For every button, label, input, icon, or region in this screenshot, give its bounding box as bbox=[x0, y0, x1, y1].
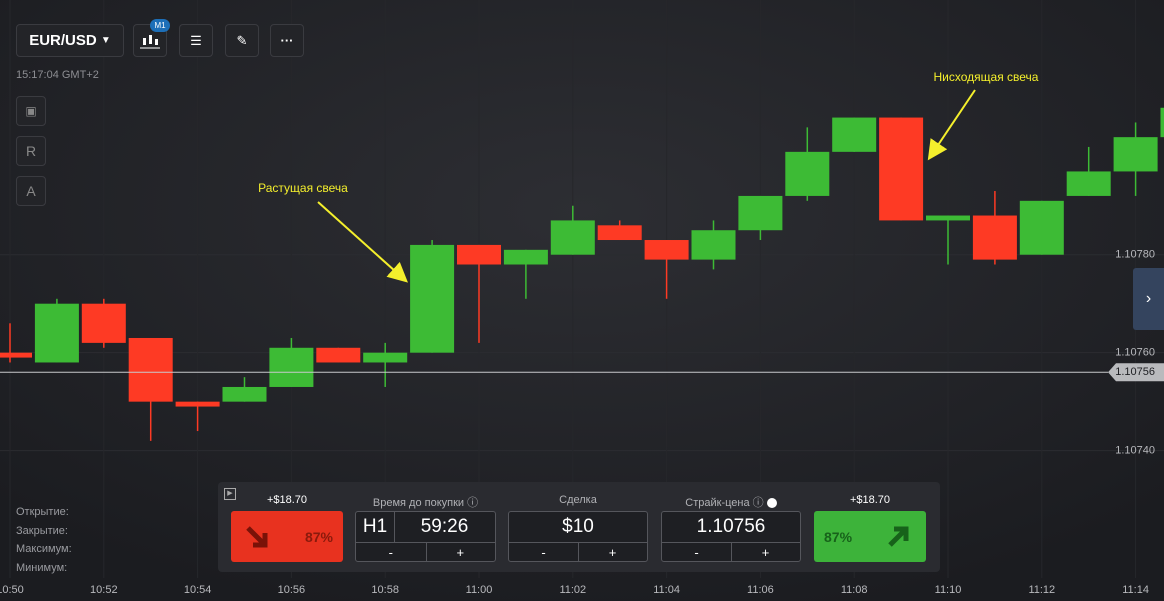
ohlc-label: Закрытие: bbox=[16, 524, 68, 537]
candle-body bbox=[457, 244, 501, 265]
timeframe-badge: M1 bbox=[150, 19, 170, 32]
candle-body bbox=[34, 303, 79, 363]
ohlc-label: Открытие: bbox=[16, 506, 69, 518]
candle-body bbox=[410, 244, 455, 353]
strike-value: 1.10756 bbox=[662, 512, 800, 543]
annotation-arrow bbox=[317, 201, 408, 283]
candle-body bbox=[1019, 200, 1064, 255]
annotation: Растущая свеча bbox=[258, 181, 348, 195]
candle-body bbox=[832, 117, 877, 152]
amount-value: $10 bbox=[509, 512, 647, 543]
time-value: 59:26 bbox=[420, 516, 469, 537]
x-tick-label: 11:12 bbox=[1028, 584, 1055, 596]
y-tick-label: 1.10740 bbox=[1115, 445, 1155, 457]
y-tick-label: 1.10780 bbox=[1115, 249, 1155, 261]
ohlc-legend: Открытие: Закрытие: Максимум: Минимум: bbox=[16, 503, 72, 577]
annotation: Нисходящая свеча bbox=[934, 70, 1039, 84]
time-label: Время до покупки ⓘ bbox=[372, 497, 479, 509]
candle-body bbox=[222, 386, 267, 402]
settings-button[interactable]: ☰ bbox=[179, 24, 213, 57]
up-arrow-icon bbox=[888, 526, 909, 547]
time-unit: H1 bbox=[356, 512, 395, 542]
candle-body bbox=[1113, 137, 1158, 172]
panel-toggle[interactable]: ▶ bbox=[224, 488, 236, 500]
strike-label: Страйк-цена ⓘ bbox=[661, 494, 801, 510]
candle-body bbox=[597, 225, 642, 241]
trade-panel: ▶ +$18.70 87% Время до покупки ⓘ H1 59:26… bbox=[218, 482, 940, 572]
gift-button[interactable]: ▣ bbox=[16, 96, 46, 126]
x-tick-label: 10:58 bbox=[371, 584, 399, 596]
x-tick-label: 10:50 bbox=[0, 584, 24, 596]
y-tick-label: 1.10760 bbox=[1115, 347, 1155, 359]
candle-body bbox=[1066, 171, 1111, 196]
amount-input[interactable]: $10 - + bbox=[508, 511, 648, 562]
candle-icon bbox=[140, 34, 160, 48]
strike-caption: Страйк-цена bbox=[685, 497, 750, 509]
candle-body bbox=[691, 230, 736, 260]
expand-panel-button[interactable]: › bbox=[1133, 268, 1164, 330]
symbol-selector[interactable]: EUR/USD ▼ bbox=[16, 24, 124, 57]
candle-body bbox=[269, 347, 314, 387]
candle-body bbox=[972, 215, 1017, 260]
ohlc-label: Минимум: bbox=[16, 561, 68, 574]
time-caption: Время до покупки bbox=[372, 497, 465, 509]
amount-plus[interactable]: + bbox=[608, 545, 617, 560]
strike-plus[interactable]: + bbox=[761, 545, 770, 560]
down-button[interactable]: 87% bbox=[231, 511, 343, 562]
candle-body bbox=[550, 220, 595, 255]
x-tick-label: 10:56 bbox=[278, 584, 306, 596]
clock: 15:17:04 GMT+2 bbox=[16, 69, 99, 81]
time-minus[interactable]: - bbox=[356, 543, 427, 562]
time-plus[interactable]: + bbox=[456, 545, 465, 560]
x-tick-label: 11:10 bbox=[935, 584, 962, 596]
current-price-label: 1.10756 bbox=[1115, 366, 1155, 378]
candle-body bbox=[926, 215, 970, 221]
x-tick-label: 11:02 bbox=[559, 584, 586, 596]
candle-body bbox=[175, 401, 220, 407]
side-button[interactable]: A bbox=[16, 176, 46, 206]
candle-body bbox=[128, 337, 173, 402]
more-button[interactable]: ··· bbox=[270, 24, 304, 57]
up-profit: +$18.70 bbox=[849, 494, 891, 506]
side-button[interactable]: R bbox=[16, 136, 46, 166]
candle-body bbox=[81, 303, 126, 343]
ohlc-label: Максимум: bbox=[16, 543, 72, 555]
candle-body bbox=[738, 195, 783, 231]
symbol: EUR/USD bbox=[29, 32, 97, 49]
time-row: H1 59:26 bbox=[356, 512, 495, 543]
candle-body bbox=[879, 117, 924, 221]
current-price-tag bbox=[1108, 363, 1164, 382]
down-profit: +$18.70 bbox=[266, 494, 308, 506]
candle-body bbox=[785, 151, 830, 196]
time-input[interactable]: H1 59:26 - + bbox=[355, 511, 496, 562]
x-tick-label: 10:52 bbox=[90, 584, 118, 596]
amount-label: Сделка bbox=[559, 494, 597, 506]
x-tick-label: 10:54 bbox=[184, 584, 212, 596]
x-tick-label: 11:04 bbox=[653, 584, 680, 596]
x-tick-label: 11:00 bbox=[466, 584, 493, 596]
up-button[interactable]: 87% bbox=[814, 511, 926, 562]
candle-body bbox=[0, 352, 32, 358]
x-tick-label: 11:06 bbox=[747, 584, 774, 596]
candle-body bbox=[316, 347, 361, 363]
candle-body bbox=[1160, 107, 1164, 138]
down-arrow-icon bbox=[246, 526, 268, 548]
candle-body bbox=[644, 240, 689, 260]
down-percent: 87% bbox=[304, 529, 333, 545]
candle-body bbox=[503, 249, 548, 265]
strike-minus[interactable]: - bbox=[662, 543, 732, 562]
x-tick-label: 11:08 bbox=[841, 584, 868, 596]
up-percent: 87% bbox=[824, 529, 853, 545]
draw-button[interactable]: ✎ bbox=[225, 24, 259, 57]
strike-input[interactable]: 1.10756 - + bbox=[661, 511, 801, 562]
candle-body bbox=[363, 352, 408, 363]
annotation-arrow bbox=[927, 89, 976, 161]
amount-minus[interactable]: - bbox=[509, 543, 579, 562]
x-tick-label: 11:14 bbox=[1122, 584, 1149, 596]
